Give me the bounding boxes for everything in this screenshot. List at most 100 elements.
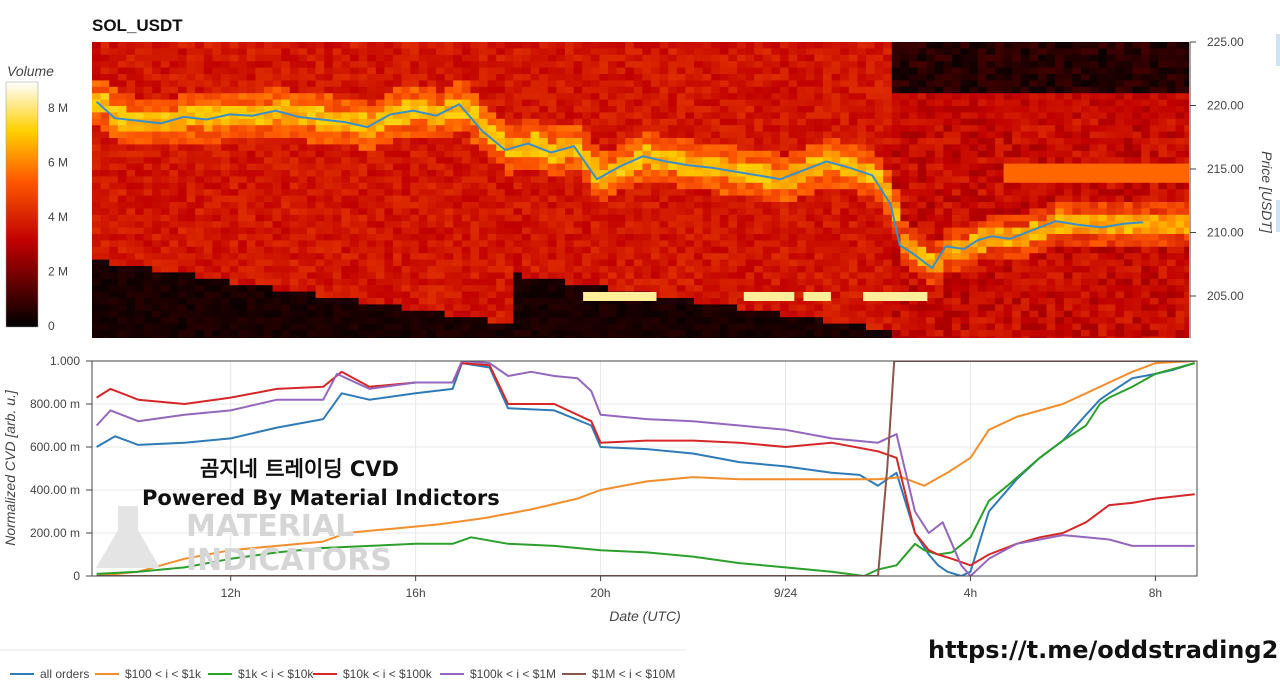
heatmap-cell: [341, 208, 351, 216]
heatmap-cell: [100, 74, 110, 81]
heatmap-cell: [668, 86, 678, 94]
heatmap-cell: [203, 240, 213, 248]
heatmap-cell: [332, 170, 342, 177]
heatmap-cell: [427, 106, 437, 113]
heatmap-cell: [599, 138, 609, 145]
heatmap-cell: [436, 285, 445, 292]
heatmap-cell: [702, 112, 712, 120]
heatmap-cell: [969, 253, 979, 260]
heatmap-cell: [754, 67, 764, 75]
heatmap-cell: [117, 138, 127, 145]
heatmap-cell: [788, 195, 798, 203]
heatmap-cell: [444, 304, 454, 312]
heatmap-cell: [401, 112, 411, 120]
heatmap-cell: [762, 176, 772, 184]
heatmap-cell: [203, 214, 213, 222]
heatmap-cell: [737, 240, 746, 248]
heatmap-cell: [659, 310, 669, 318]
heatmap-cell: [685, 144, 695, 152]
heatmap-cell: [427, 304, 437, 312]
heatmap-cell: [754, 144, 764, 152]
heatmap-cell: [135, 170, 144, 177]
heatmap-cell: [444, 227, 454, 235]
heatmap-cell: [289, 272, 299, 280]
heatmap-cell: [341, 48, 351, 56]
heatmap-cell: [883, 74, 893, 81]
heatmap-cell: [651, 54, 660, 62]
heatmap-cell: [539, 163, 549, 171]
heatmap-cell: [737, 157, 746, 164]
heatmap-cell: [874, 106, 884, 113]
heatmap-cell: [126, 74, 136, 81]
heatmap-cell: [384, 86, 394, 94]
heatmap-cell: [754, 221, 764, 228]
heatmap-cell: [547, 246, 557, 254]
heatmap-cell: [900, 106, 910, 113]
heatmap-cell: [470, 317, 480, 324]
heatmap-cell: [728, 176, 738, 184]
heatmap-cell: [92, 214, 101, 222]
heatmap-cell: [152, 48, 162, 56]
heatmap-cell: [599, 74, 609, 81]
heatmap-cell: [255, 330, 265, 337]
heatmap-cell: [117, 240, 127, 248]
heatmap-cell: [556, 246, 566, 254]
heatmap-cell: [461, 246, 471, 254]
heatmap-cell: [324, 304, 334, 312]
heatmap-cell: [289, 48, 299, 56]
heatmap-cell: [504, 99, 514, 107]
heatmap-cell: [771, 74, 781, 81]
heatmap-cell: [840, 125, 850, 132]
heatmap-cell: [737, 195, 746, 203]
heatmap-cell: [547, 291, 557, 299]
heatmap-cell: [375, 144, 385, 152]
heatmap-cell: [298, 189, 308, 196]
heatmap-cell: [694, 157, 703, 164]
heatmap-cell: [582, 195, 592, 203]
heatmap-cell: [186, 99, 196, 107]
heatmap-cell: [264, 86, 273, 94]
heatmap-cell: [780, 227, 789, 235]
heatmap-cell: [410, 170, 420, 177]
heatmap-cell: [909, 246, 918, 254]
heatmap-cell: [393, 112, 402, 120]
heatmap-cell: [92, 125, 101, 132]
heatmap-cell: [530, 93, 540, 100]
heatmap-cell: [995, 106, 1004, 113]
heatmap-cell: [599, 54, 609, 62]
heatmap-cell: [522, 221, 531, 228]
heatmap-cell: [453, 54, 463, 62]
heatmap-cell: [539, 240, 549, 248]
heatmap-cell: [410, 278, 420, 286]
heatmap-cell: [934, 323, 944, 331]
heatmap-cell: [891, 86, 901, 94]
heatmap-cell: [539, 278, 549, 286]
heatmap-cell: [694, 278, 703, 286]
heatmap-cell: [805, 118, 815, 126]
heatmap-cell: [504, 48, 514, 56]
heatmap-cell: [917, 131, 927, 139]
heatmap-cell: [453, 291, 463, 299]
heatmap-cell: [92, 163, 101, 171]
heatmap-cell: [109, 157, 119, 164]
heatmap-cell: [599, 227, 609, 235]
heatmap-cell: [203, 106, 213, 113]
heatmap-cell: [934, 106, 944, 113]
heatmap-cell: [960, 176, 970, 184]
heatmap-cell: [608, 310, 617, 318]
heatmap-cell: [702, 54, 712, 62]
heatmap-cell: [195, 125, 205, 132]
heatmap-cell: [350, 285, 359, 292]
heatmap-cell: [616, 195, 626, 203]
heatmap-cell: [831, 48, 841, 56]
heatmap-cell: [676, 106, 686, 113]
heatmap-cell: [109, 330, 119, 337]
heatmap-cell: [427, 67, 437, 75]
heatmap-cell: [479, 74, 488, 81]
heatmap-cell: [427, 125, 437, 132]
heatmap-cell: [135, 291, 144, 299]
heatmap-cell: [823, 131, 832, 139]
heatmap-cell: [943, 298, 953, 305]
heatmap-cell: [513, 272, 523, 280]
heatmap-cell: [823, 99, 832, 107]
